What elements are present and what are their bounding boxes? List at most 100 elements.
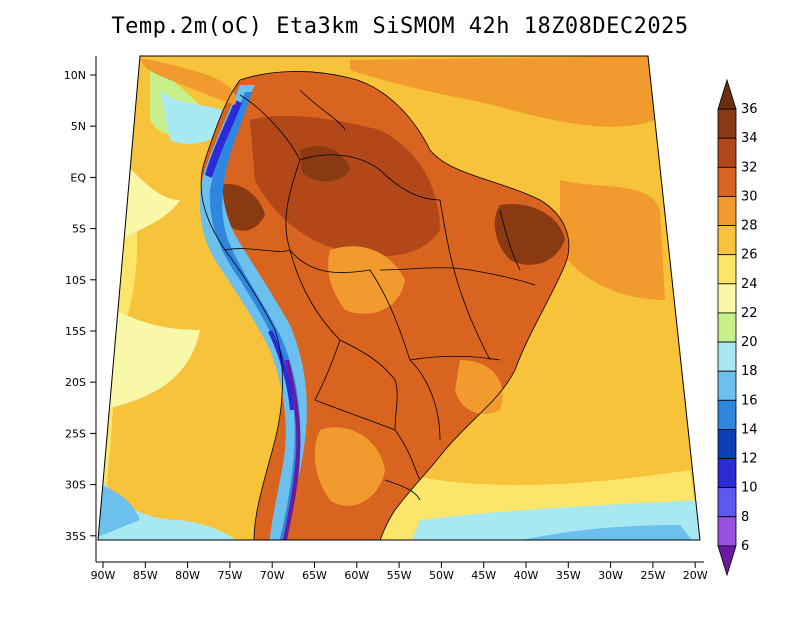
border-bolivia	[289, 249, 341, 401]
colorbar-swatch	[717, 108, 737, 139]
colorbar-label: 12	[741, 452, 758, 467]
colorbar-swatch	[717, 137, 737, 168]
colorbar-label: 26	[741, 248, 758, 263]
lat-tick: 5N	[71, 120, 96, 133]
colorbar-swatch	[717, 254, 737, 285]
lon-label: 45W	[471, 569, 496, 582]
lon-label: 40W	[514, 569, 539, 582]
lon-label: 65W	[302, 569, 327, 582]
lon-tick: 75W	[217, 562, 242, 582]
colorbar-swatch	[717, 312, 737, 343]
lon-tick: 35W	[556, 562, 581, 582]
map-frame	[97, 55, 701, 541]
lon-label: 70W	[260, 569, 285, 582]
land-southeast-warm	[455, 360, 503, 414]
andes-north-cold	[205, 100, 242, 178]
lat-tick: 10N	[64, 69, 96, 82]
land-amazon-hot	[250, 115, 440, 256]
border-states-1	[439, 199, 491, 361]
border-peru	[224, 248, 291, 252]
lon-tick: 60W	[344, 562, 369, 582]
lon-label: 25W	[640, 569, 665, 582]
colorbar-swatch	[717, 78, 737, 110]
land-west-hottest	[220, 184, 265, 231]
border-states-2	[379, 267, 536, 286]
lat-label: 35S	[65, 530, 86, 543]
border-colombia	[239, 94, 301, 161]
lat-label: 15S	[65, 325, 86, 338]
lon-tick: 80W	[175, 562, 200, 582]
colorbar-swatch	[717, 429, 737, 459]
border-coastline-west	[200, 79, 283, 540]
colorbar-swatch	[717, 545, 737, 577]
lon-tick: 70W	[260, 562, 285, 582]
lat-tick: 15S	[65, 325, 96, 338]
ocean-pacific-band-2	[98, 300, 200, 410]
lon-label: 55W	[387, 569, 412, 582]
lat-tick: 35S	[65, 530, 96, 543]
lat-label: 10S	[65, 274, 86, 287]
colorbar-swatch	[717, 516, 737, 547]
lon-tick: 40W	[514, 562, 539, 582]
lon-tick: 45W	[471, 562, 496, 582]
lon-tick: 50W	[429, 562, 454, 582]
andes-coldest-band	[282, 360, 301, 540]
lat-tick: EQ	[70, 171, 96, 184]
colorbar-label: 6	[741, 539, 749, 554]
land-central-america	[140, 58, 237, 105]
colorbar-label: 16	[741, 393, 758, 408]
colorbar-label: 8	[741, 510, 749, 525]
lon-label: 80W	[175, 569, 200, 582]
colorbar-swatch	[717, 370, 737, 401]
border-paraguay	[339, 339, 398, 431]
lon-label: 85W	[133, 569, 158, 582]
lat-label: 30S	[65, 479, 86, 492]
colorbar-label: 14	[741, 422, 758, 437]
colorbar-label: 36	[741, 102, 758, 117]
lat-label: 20S	[65, 376, 86, 389]
colorbar-label: 24	[741, 277, 758, 292]
lon-tick: 55W	[387, 562, 412, 582]
lon-tick: 20W	[683, 562, 708, 582]
colorbar: 36 34 32 30 28 26 24 22 20 18 16 14 12 10 8 6	[717, 78, 758, 577]
colorbar-swatch	[717, 341, 737, 372]
lat-label: 5S	[72, 223, 86, 236]
colorbar-swatch	[717, 225, 737, 256]
border-venezuela	[299, 89, 346, 131]
lat-label: 10N	[64, 69, 86, 82]
lon-label: 35W	[556, 569, 581, 582]
lat-axis: 10N 5N EQ 5S 10S 15S 20S 25S 30S 35S	[64, 69, 96, 543]
colorbar-swatch	[717, 166, 737, 197]
border-brazil	[285, 154, 441, 441]
ocean-cold-west	[98, 470, 250, 540]
colorbar-swatch	[717, 487, 737, 518]
border-uruguay	[384, 479, 421, 501]
ocean-atlantic-east	[560, 180, 665, 300]
lon-tick: 90W	[91, 562, 116, 582]
lat-tick: 30S	[65, 479, 96, 492]
ocean-south-atlantic-coldest	[500, 525, 700, 540]
country-borders	[200, 71, 570, 540]
lat-label: EQ	[70, 171, 86, 184]
lat-tick: 20S	[65, 376, 96, 389]
lat-label: 25S	[65, 427, 86, 440]
lon-label: 75W	[217, 569, 242, 582]
lon-axis: 90W 85W 80W 75W 70W 65W 60W 55W 50W 45W 40W 35W 30W 2…	[91, 562, 708, 582]
map-field	[98, 56, 700, 540]
lon-tick: 85W	[133, 562, 158, 582]
lat-tick: 10S	[65, 274, 96, 287]
land-northeast-hottest	[494, 204, 565, 265]
lon-tick: 65W	[302, 562, 327, 582]
colorbar-label: 20	[741, 335, 758, 350]
ocean-cold-west-2	[98, 480, 140, 540]
ocean-atlantic-north	[350, 56, 655, 127]
lat-label: 5N	[71, 120, 86, 133]
lon-label: 60W	[344, 569, 369, 582]
lon-label: 90W	[91, 569, 116, 582]
colorbar-label: 30	[741, 189, 758, 204]
colorbar-label: 32	[741, 160, 758, 175]
land-south-warm	[314, 427, 385, 506]
lon-label: 20W	[683, 569, 708, 582]
lat-tick: 5S	[72, 223, 96, 236]
